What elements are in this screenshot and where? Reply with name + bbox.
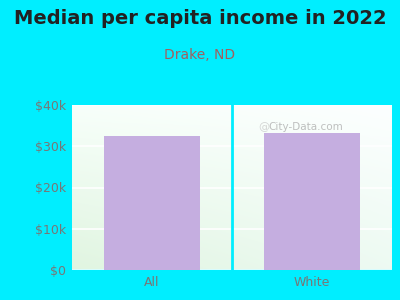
Text: Drake, ND: Drake, ND [164, 48, 236, 62]
Bar [264, 133, 360, 270]
Bar [104, 136, 200, 270]
Text: @: @ [258, 122, 270, 132]
Text: City-Data.com: City-Data.com [268, 122, 343, 132]
Text: Median per capita income in 2022: Median per capita income in 2022 [14, 9, 386, 28]
